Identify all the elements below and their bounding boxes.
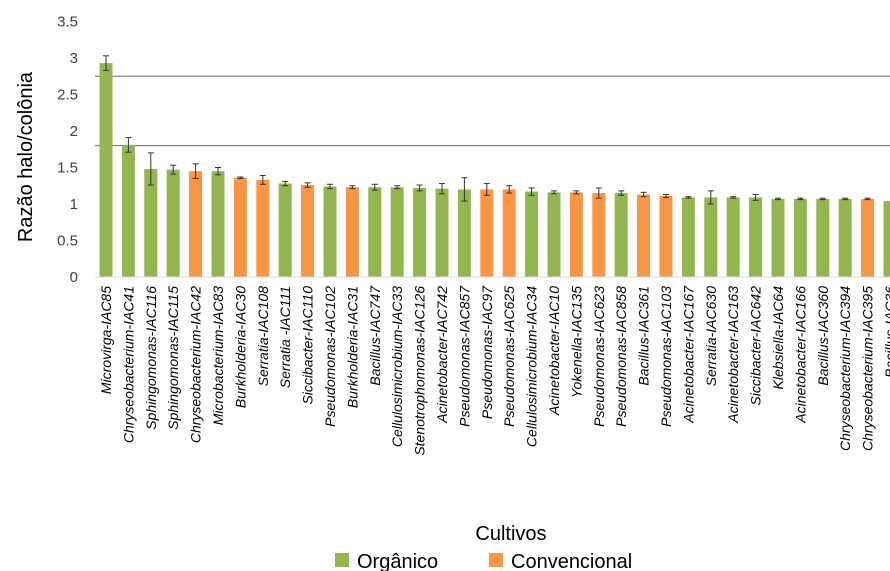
x-tick-label: Pseudomonas-IAC858 — [613, 286, 629, 427]
y-tick-label: 0.5 — [57, 233, 78, 250]
x-tick-label: Cellulosimicrobium-IAC33 — [389, 286, 405, 447]
x-tick-label: Yokenella-IAC135 — [568, 286, 584, 398]
x-tick-label: Bacillus-IAC36 — [882, 286, 890, 378]
bar — [547, 192, 561, 277]
x-tick-label: Pseudomonas-IAC623 — [591, 286, 607, 427]
x-tick-label: Acinetobacter-IAC10 — [546, 286, 562, 416]
bar — [211, 171, 225, 277]
x-tick-label: Acinetobacter-IAC167 — [680, 285, 696, 424]
x-tick-label: Pseudomonas-IAC102 — [322, 286, 338, 427]
legend-label-organico: Orgânico — [357, 551, 438, 571]
y-tick-label: 1 — [70, 196, 78, 213]
x-tick-label: Serratia -IAC111 — [277, 286, 293, 388]
bar — [614, 193, 628, 277]
bar — [502, 189, 516, 277]
x-tick-label: Chryseobacterium-IAC394 — [837, 286, 853, 451]
bar — [166, 169, 180, 277]
x-tick-label: Burkholderia-IAC31 — [344, 286, 360, 408]
x-tick-label: Pseudomonas-IAC857 — [456, 285, 472, 427]
y-tick-label: 1.5 — [57, 160, 78, 177]
bar — [681, 197, 695, 277]
bar — [793, 198, 807, 277]
bar — [301, 185, 315, 277]
x-tick-label: Pseudomonas-IAC97 — [479, 285, 495, 419]
bar — [592, 193, 606, 277]
legend-swatch-convencional — [489, 553, 503, 567]
x-axis-title: Cultivos — [475, 523, 546, 545]
x-tick-label: Pseudomonas-IAC625 — [501, 286, 517, 427]
x-tick-label: Bacillus-IAC360 — [815, 286, 831, 386]
bar — [390, 187, 404, 277]
x-tick-label: Chryseobacterium-IAC395 — [860, 286, 876, 451]
x-tick-label: Burkholderia-IAC30 — [232, 286, 248, 408]
x-tick-label: Bacillus-IAC747 — [367, 285, 383, 386]
bar — [816, 198, 830, 277]
bar — [861, 198, 875, 277]
x-tick-label: Serratia-IAC630 — [703, 286, 719, 387]
x-tick-label: Chryseobacterium-IAC42 — [188, 286, 204, 443]
bar — [435, 188, 449, 277]
x-tick-label: Acinetobacter-IAC166 — [792, 286, 808, 424]
bar — [144, 168, 158, 277]
bar — [838, 198, 852, 277]
bar — [256, 179, 270, 277]
bar — [368, 187, 382, 277]
x-tick-label: Stenotrophomonas-IAC126 — [412, 286, 428, 456]
x-tick-label: Sphingomonas-IAC115 — [165, 286, 181, 430]
reference-lines — [95, 75, 890, 147]
bar — [569, 192, 583, 277]
bar — [278, 183, 292, 277]
bar — [883, 201, 890, 277]
x-tick-label: Bacillus-IAC361 — [636, 286, 652, 386]
x-tick-label: Acinetobacter-IAC742 — [434, 286, 450, 424]
bar — [345, 187, 359, 277]
bar — [704, 197, 718, 277]
y-axis-title: Razão halo/colônia — [15, 71, 37, 242]
bar — [771, 198, 785, 277]
bar — [480, 189, 494, 277]
bar — [749, 197, 763, 277]
y-tick-label: 3.5 — [57, 14, 78, 31]
x-tick-label: Siccibacter-IAC642 — [748, 286, 764, 406]
x-tick-label: Acinetobacter-IAC163 — [725, 286, 741, 424]
x-tick-label: Klebsiella-IAC64 — [770, 286, 786, 390]
error-bars — [103, 55, 871, 205]
bar — [121, 144, 135, 277]
bar — [457, 189, 471, 277]
x-tick-label: Chryseobacterium-IAC41 — [120, 286, 136, 443]
y-tick-label: 2.5 — [57, 87, 78, 104]
bar — [413, 187, 427, 277]
y-tick-label: 2 — [70, 123, 78, 140]
x-tick-label: Pseudomonas-IAC103 — [658, 286, 674, 427]
y-tick-label: 3 — [70, 50, 78, 67]
bar — [637, 194, 651, 277]
y-tick-label: 0 — [70, 269, 78, 286]
legend-swatch-organico — [335, 553, 349, 567]
bar — [726, 197, 740, 277]
x-tick-label: Cellulosimicrobium-IAC34 — [524, 286, 540, 447]
bar — [659, 195, 673, 277]
x-tick-label: Microvirga-IAC85 — [98, 286, 114, 394]
bar — [323, 186, 337, 277]
bars — [99, 63, 890, 277]
bar — [99, 63, 113, 277]
x-tick-label: Sphingomonas-IAC116 — [143, 286, 159, 430]
bar — [189, 171, 203, 277]
y-axis-ticks: 0 0.5 1 1.5 2 2.5 3 3.5 — [57, 14, 78, 287]
bar — [233, 177, 247, 277]
legend-label-convencional: Convencional — [511, 551, 632, 571]
legend: Orgânico Convencional — [335, 551, 632, 571]
x-tick-label: Serratia-IAC108 — [255, 286, 271, 387]
x-tick-label: Microbacterium-IAC83 — [210, 286, 226, 425]
x-axis-tick-labels: Microvirga-IAC85 Chryseobacterium-IAC41 Sp… — [98, 285, 890, 456]
bar — [525, 191, 539, 277]
x-tick-label: Siccibacter-IAC110 — [300, 286, 316, 405]
